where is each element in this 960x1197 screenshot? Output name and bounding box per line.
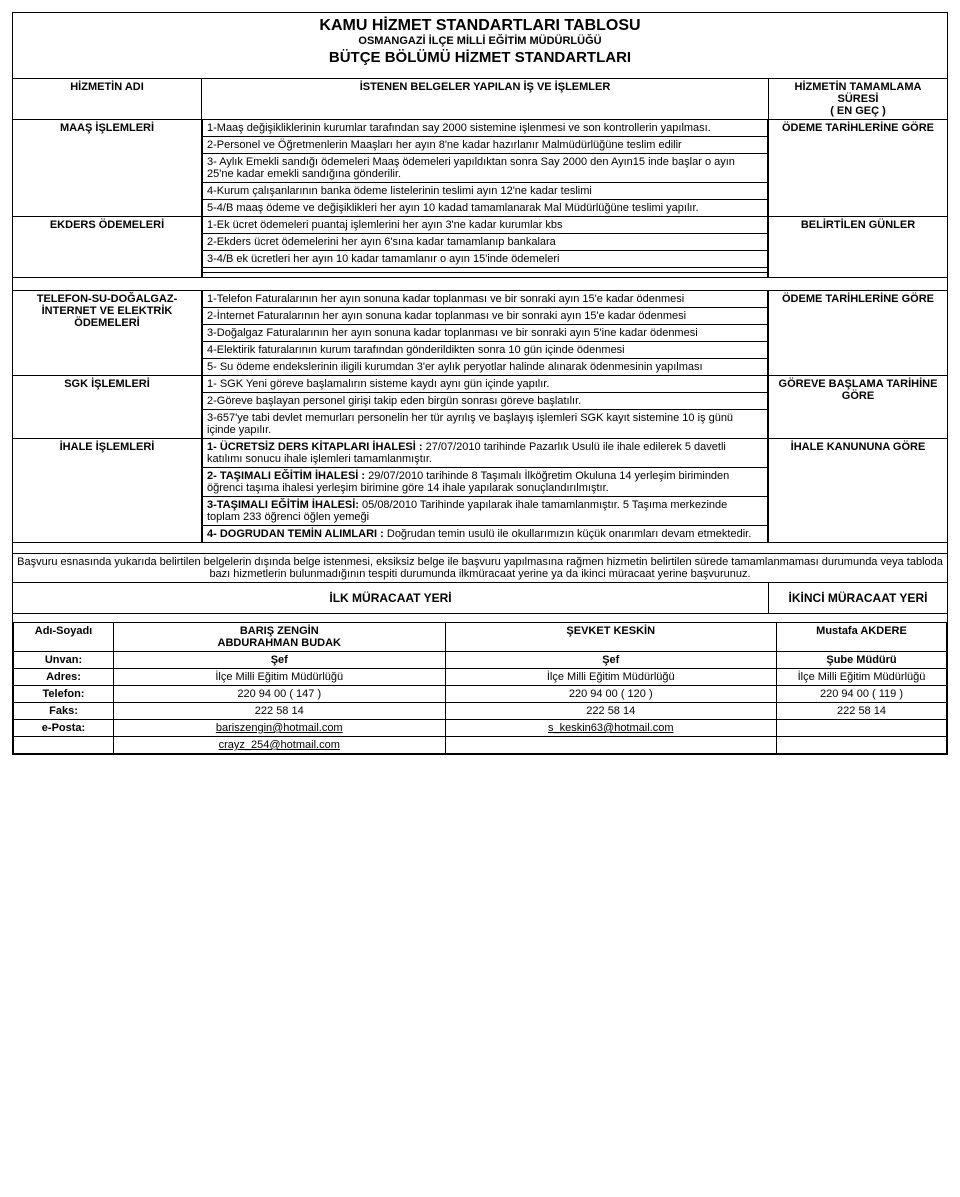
contact-label-address: Adres: (14, 669, 114, 686)
contacts-table: Adı-Soyadı BARIŞ ZENGİN ABDURAHMAN BUDAK… (13, 622, 947, 754)
service-name-cell: SGK İŞLEMLERİ (13, 376, 202, 439)
contact-email: s_keskin63@hotmail.com (445, 720, 777, 737)
contact-address: İlçe Milli Eğitim Müdürlüğü (445, 669, 777, 686)
notice-row: Başvuru esnasında yukarıda belirtilen be… (13, 554, 948, 583)
contact-name: Mustafa AKDERE (777, 623, 947, 652)
doc-item: 1-Maaş değişikliklerinin kurumlar tarafı… (203, 120, 768, 137)
spacer-row (13, 278, 948, 291)
contact-fax: 222 58 14 (114, 703, 446, 720)
docs-list: 1- ÜCRETSİZ DERS KİTAPLARI İHALESİ : 27/… (202, 439, 768, 542)
contact-label-title: Unvan: (14, 652, 114, 669)
docs-cell: 1-Ek ücret ödemeleri puantaj işlemlerini… (202, 217, 769, 278)
doc-item: 1- SGK Yeni göreve başlamalırın sisteme … (203, 376, 768, 393)
service-name-cell: MAAŞ İŞLEMLERİ (13, 120, 202, 217)
contact-address: İlçe Milli Eğitim Müdürlüğü (777, 669, 947, 686)
table-row: EKDERS ÖDEMELERİ 1-Ek ücret ödemeleri pu… (13, 217, 948, 278)
contact-email: bariszengin@hotmail.com (114, 720, 446, 737)
doc-item: 3-4/B ek ücretleri her ayın 10 kadar tam… (203, 251, 768, 268)
page-title-sub: OSMANGAZİ İLÇE MİLLİ EĞİTİM MÜDÜRLÜĞÜ (13, 35, 947, 47)
page-title-section: BÜTÇE BÖLÜMÜ HİZMET STANDARTLARI (13, 49, 947, 66)
duration-cell: BELİRTİLEN GÜNLER (769, 217, 948, 278)
doc-item: 4-Kurum çalışanlarının banka ödeme liste… (203, 183, 768, 200)
doc-item: 5- Su ödeme endekslerinin iligili kurumd… (203, 359, 768, 376)
doc-item: 1-Telefon Faturalarının her ayın sonuna … (203, 291, 768, 308)
contact-title: Şube Müdürü (777, 652, 947, 669)
contact-label-blank (14, 737, 114, 754)
doc-item: 2-Personel ve Öğretmenlerin Maaşları her… (203, 137, 768, 154)
docs-cell: 1- ÜCRETSİZ DERS KİTAPLARI İHALESİ : 27/… (202, 439, 769, 543)
contact-phone: 220 94 00 ( 147 ) (114, 686, 446, 703)
docs-list: 1- SGK Yeni göreve başlamalırın sisteme … (202, 376, 768, 438)
doc-item (203, 273, 768, 278)
contact-fax: 222 58 14 (777, 703, 947, 720)
duration-cell: ÖDEME TARİHLERİNE GÖRE (769, 120, 948, 217)
docs-list: 1-Telefon Faturalarının her ayın sonuna … (202, 291, 768, 375)
contact-fax: 222 58 14 (445, 703, 777, 720)
docs-cell: 1- SGK Yeni göreve başlamalırın sisteme … (202, 376, 769, 439)
second-contact-header: İKİNCİ MÜRACAAT YERİ (769, 583, 948, 614)
service-name-cell: İHALE İŞLEMLERİ (13, 439, 202, 543)
contact-label-phone: Telefon: (14, 686, 114, 703)
contact-email2 (777, 737, 947, 754)
col-header-docs: İSTENEN BELGELER YAPILAN İŞ VE İŞLEMLER (202, 79, 769, 120)
standards-table: HİZMETİN ADI İSTENEN BELGELER YAPILAN İŞ… (12, 78, 948, 755)
contact-title: Şef (114, 652, 446, 669)
contact-label-email: e-Posta: (14, 720, 114, 737)
doc-item: 3-TAŞIMALI EĞİTİM İHALESİ: 05/08/2010 Ta… (203, 497, 768, 526)
contact-phone: 220 94 00 ( 120 ) (445, 686, 777, 703)
doc-item: 1-Ek ücret ödemeleri puantaj işlemlerini… (203, 217, 768, 234)
contact-name: BARIŞ ZENGİN ABDURAHMAN BUDAK (114, 623, 446, 652)
header-block: KAMU HİZMET STANDARTLARI TABLOSU OSMANGA… (12, 12, 948, 78)
doc-item: 2-Ekders ücret ödemelerini her ayın 6'sı… (203, 234, 768, 251)
table-header-row: HİZMETİN ADI İSTENEN BELGELER YAPILAN İŞ… (13, 79, 948, 120)
contact-label-name: Adı-Soyadı (14, 623, 114, 652)
doc-item: 4- DOGRUDAN TEMİN ALIMLARI : Doğrudan te… (203, 526, 768, 543)
spacer-row (13, 543, 948, 554)
table-row: TELEFON-SU-DOĞALGAZ-İNTERNET VE ELEKTRİK… (13, 291, 948, 376)
contact-name: ŞEVKET KESKİN (445, 623, 777, 652)
doc-item: 4-Elektirik faturalarının kurum tarafınd… (203, 342, 768, 359)
table-row: MAAŞ İŞLEMLERİ 1-Maaş değişikliklerinin … (13, 120, 948, 217)
contacts-row: Adı-Soyadı BARIŞ ZENGİN ABDURAHMAN BUDAK… (13, 614, 948, 755)
contact-header-row: İLK MÜRACAAT YERİ İKİNCİ MÜRACAAT YERİ (13, 583, 948, 614)
contact-email (777, 720, 947, 737)
contact-label-fax: Faks: (14, 703, 114, 720)
doc-item: 3-Doğalgaz Faturalarının her ayın sonuna… (203, 325, 768, 342)
table-row: SGK İŞLEMLERİ 1- SGK Yeni göreve başlama… (13, 376, 948, 439)
docs-list: 1-Ek ücret ödemeleri puantaj işlemlerini… (202, 217, 768, 277)
doc-item: 2- TAŞIMALI EĞİTİM İHALESİ : 29/07/2010 … (203, 468, 768, 497)
page-title-main: KAMU HİZMET STANDARTLARI TABLOSU (13, 17, 947, 35)
first-contact-header: İLK MÜRACAAT YERİ (13, 583, 769, 614)
service-name-cell: TELEFON-SU-DOĞALGAZ-İNTERNET VE ELEKTRİK… (13, 291, 202, 376)
doc-item: 1- ÜCRETSİZ DERS KİTAPLARI İHALESİ : 27/… (203, 439, 768, 468)
contact-title: Şef (445, 652, 777, 669)
doc-item: 2-İnternet Faturalarının her ayın sonuna… (203, 308, 768, 325)
service-name-cell: EKDERS ÖDEMELERİ (13, 217, 202, 278)
notice-text: Başvuru esnasında yukarıda belirtilen be… (13, 554, 948, 583)
duration-cell: ÖDEME TARİHLERİNE GÖRE (769, 291, 948, 376)
duration-cell: İHALE KANUNUNA GÖRE (769, 439, 948, 543)
doc-item: 3- Aylık Emekli sandığı ödemeleri Maaş ö… (203, 154, 768, 183)
contact-email2 (445, 737, 777, 754)
docs-cell: 1-Telefon Faturalarının her ayın sonuna … (202, 291, 769, 376)
col-header-duration: HİZMETİN TAMAMLAMA SÜRESİ ( EN GEÇ ) (769, 79, 948, 120)
doc-item: 3-657'ye tabi devlet memurları personeli… (203, 410, 768, 439)
table-row: İHALE İŞLEMLERİ 1- ÜCRETSİZ DERS KİTAPLA… (13, 439, 948, 543)
doc-item: 2-Göreve başlayan personel girişi takip … (203, 393, 768, 410)
contact-phone: 220 94 00 ( 119 ) (777, 686, 947, 703)
contact-email2: crayz_254@hotmail.com (114, 737, 446, 754)
contact-address: İlçe Milli Eğitim Müdürlüğü (114, 669, 446, 686)
docs-list: 1-Maaş değişikliklerinin kurumlar tarafı… (202, 120, 768, 216)
col-header-service: HİZMETİN ADI (13, 79, 202, 120)
duration-cell: GÖREVE BAŞLAMA TARİHİNE GÖRE (769, 376, 948, 439)
doc-item: 5-4/B maaş ödeme ve değişiklikleri her a… (203, 200, 768, 217)
docs-cell: 1-Maaş değişikliklerinin kurumlar tarafı… (202, 120, 769, 217)
